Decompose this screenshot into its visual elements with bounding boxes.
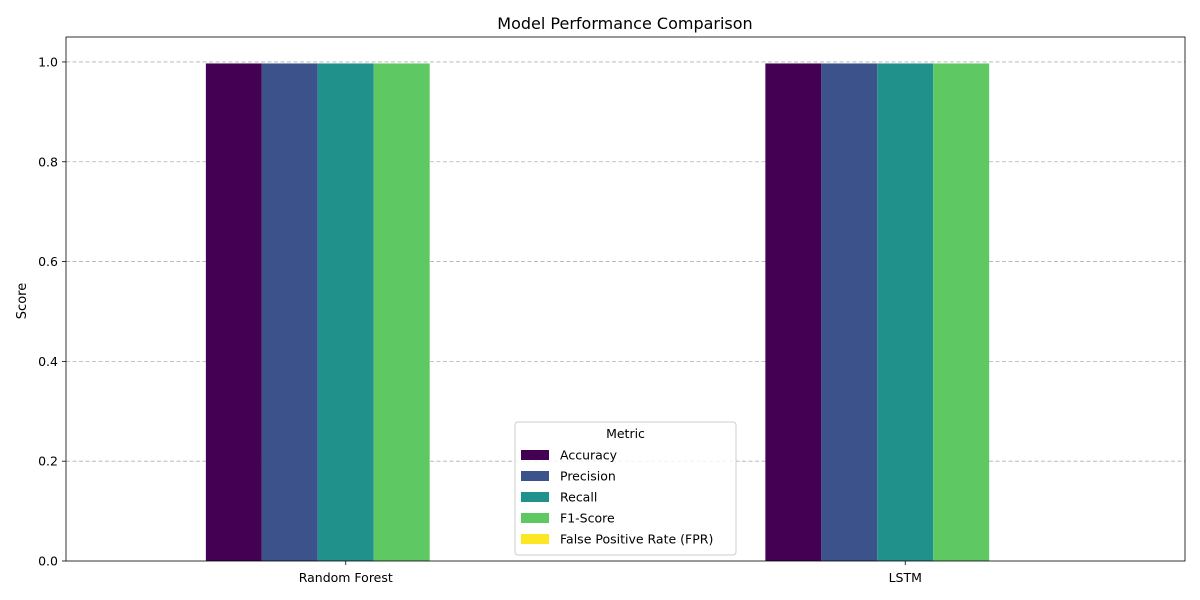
y-tick-label: 0.4 <box>38 354 58 369</box>
y-tick-label: 0.0 <box>38 554 58 569</box>
chart-title: Model Performance Comparison <box>497 14 752 33</box>
y-tick-label: 1.0 <box>38 54 58 69</box>
bars <box>205 63 990 561</box>
y-tick-label: 0.2 <box>38 454 58 469</box>
bar <box>261 63 318 561</box>
y-tick-label: 0.6 <box>38 254 58 269</box>
bar <box>373 63 430 561</box>
legend-swatch <box>521 534 549 544</box>
bar <box>205 63 262 561</box>
x-tick-label: LSTM <box>889 570 922 585</box>
legend-label: Precision <box>560 469 616 484</box>
legend-label: Recall <box>560 490 597 505</box>
y-tick-label: 0.8 <box>38 154 58 169</box>
legend-swatch <box>521 492 549 502</box>
bar <box>933 63 990 561</box>
legend-label: F1-Score <box>560 511 615 526</box>
bar <box>877 63 934 561</box>
legend-swatch <box>521 450 549 460</box>
bar <box>765 63 822 561</box>
bar <box>821 63 878 561</box>
plot-frame <box>65 36 1186 562</box>
x-tick-label: Random Forest <box>299 570 393 585</box>
axes: 0.0 0.2 0.4 0.6 0.8 1.0 Random Forest LSTM <box>38 36 1186 585</box>
legend-swatch <box>521 471 549 481</box>
legend-swatch <box>521 513 549 523</box>
bar <box>317 63 374 561</box>
legend-box <box>514 421 737 556</box>
legend-label: Accuracy <box>560 448 618 463</box>
legend: Metric Accuracy Precision Recall F1-Score Fal… <box>514 421 737 556</box>
legend-title: Metric <box>606 426 645 441</box>
legend-label: False Positive Rate (FPR) <box>560 532 713 547</box>
y-axis-label: Score <box>15 283 30 319</box>
